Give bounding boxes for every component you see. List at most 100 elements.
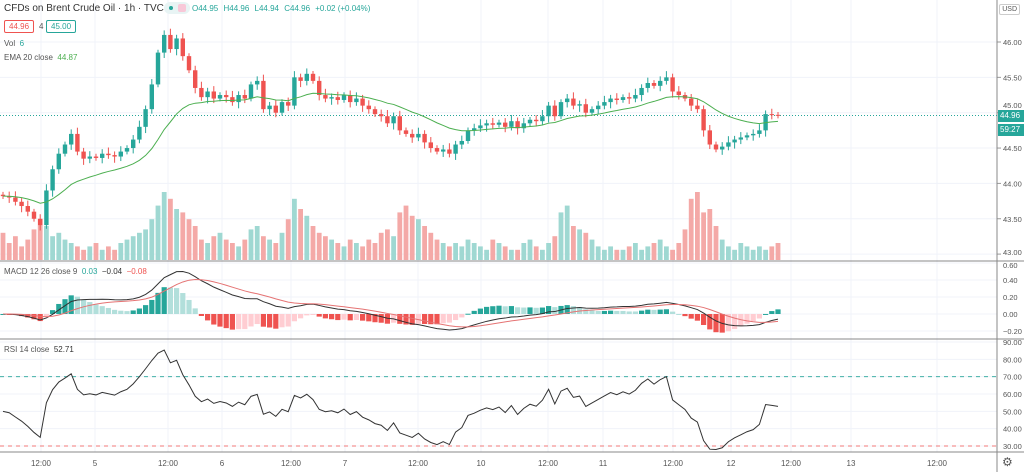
candle-body bbox=[670, 77, 675, 92]
macd-histogram-bar bbox=[577, 307, 583, 314]
macd-histogram-bar bbox=[74, 296, 80, 314]
macd-histogram-bar bbox=[366, 314, 372, 322]
volume-bar bbox=[316, 232, 322, 260]
volume-bar bbox=[527, 239, 533, 260]
candle-body bbox=[149, 84, 154, 110]
time-tick-label: 12:00 bbox=[408, 459, 429, 468]
candle-body bbox=[645, 83, 650, 88]
candle-body bbox=[0, 194, 6, 197]
volume-bar bbox=[564, 205, 570, 260]
candle-body bbox=[255, 80, 260, 85]
price-tick-label: 44.50 bbox=[1003, 144, 1022, 153]
volume-bar bbox=[354, 243, 359, 260]
candle-body bbox=[571, 98, 576, 106]
candle-body bbox=[19, 201, 24, 207]
volume-bar bbox=[695, 192, 700, 260]
volume-bar bbox=[744, 246, 750, 260]
candle-body bbox=[478, 125, 483, 129]
macd-signal-line bbox=[2, 279, 779, 328]
volume-bar bbox=[688, 198, 694, 260]
macd-histogram-bar bbox=[56, 303, 62, 314]
candle-body bbox=[422, 133, 427, 143]
rsi-legend[interactable]: RSI 14 close 52.71 bbox=[4, 345, 74, 354]
candle-body bbox=[143, 109, 148, 127]
macd-histogram-bar bbox=[236, 314, 242, 330]
time-tick-label: 12:00 bbox=[281, 459, 302, 468]
volume-bar bbox=[261, 236, 266, 260]
candle-body bbox=[323, 95, 328, 99]
open-value: O44.95 bbox=[192, 4, 219, 13]
volume-bar bbox=[434, 239, 440, 260]
volume-bar bbox=[577, 229, 582, 260]
macd-histogram-bar bbox=[422, 314, 428, 324]
candle-body bbox=[13, 197, 18, 202]
volume-bar bbox=[323, 236, 328, 260]
settings-gear-icon[interactable]: ⚙ bbox=[1002, 455, 1013, 469]
rsi-value: 52.71 bbox=[53, 345, 74, 354]
macd-histogram-bar bbox=[285, 314, 291, 327]
candle-body bbox=[416, 133, 421, 138]
candle-body bbox=[87, 156, 92, 159]
volume-bar bbox=[347, 239, 353, 260]
buy-button[interactable]: 45.00 bbox=[46, 20, 77, 33]
volume-bar bbox=[37, 219, 43, 260]
macd-histogram-bar bbox=[118, 310, 124, 314]
candle-body bbox=[56, 153, 61, 170]
candle-body bbox=[447, 149, 452, 154]
macd-histogram-bar bbox=[254, 314, 260, 325]
volume-bar bbox=[471, 243, 477, 260]
market-status-icon bbox=[164, 2, 190, 14]
rsi-tick-label: 30.00 bbox=[1003, 442, 1022, 451]
candle-body bbox=[775, 114, 781, 116]
macd-histogram-bar bbox=[688, 314, 694, 319]
macd-histogram-bar bbox=[645, 309, 651, 314]
macd-histogram-bar bbox=[353, 314, 359, 320]
candle-body bbox=[81, 151, 86, 159]
volume-bar bbox=[81, 249, 86, 260]
candle-body bbox=[676, 91, 681, 96]
volume-bar bbox=[484, 249, 489, 260]
volume-legend[interactable]: Vol 6 bbox=[4, 39, 24, 48]
volume-bar bbox=[62, 239, 68, 260]
macd-histogram-bar bbox=[465, 313, 471, 315]
macd-histogram-bar bbox=[68, 295, 74, 314]
low-value: L44.94 bbox=[254, 4, 279, 13]
sell-button[interactable]: 44.96 bbox=[4, 20, 35, 33]
macd-histogram-bar bbox=[316, 314, 322, 317]
ema-legend[interactable]: EMA 20 close 44.87 bbox=[4, 53, 77, 62]
volume-bar bbox=[682, 229, 688, 260]
macd-histogram-bar bbox=[341, 314, 347, 320]
time-tick-label: 12:00 bbox=[538, 459, 559, 468]
candle-body bbox=[577, 104, 582, 106]
macd-histogram-bar bbox=[701, 314, 707, 325]
volume-bar bbox=[385, 229, 390, 260]
volume-bar bbox=[478, 246, 483, 260]
candle-body bbox=[69, 133, 74, 145]
symbol-title[interactable]: CFDs on Brent Crude Oil · 1h · TVC bbox=[4, 3, 164, 14]
macd-histogram-bar bbox=[769, 311, 775, 314]
macd-legend[interactable]: MACD 12 26 close 9 0.03 −0.04 −0.08 bbox=[4, 267, 147, 276]
candle-body bbox=[372, 109, 378, 115]
macd-histogram-bar bbox=[174, 288, 180, 314]
volume-bar bbox=[614, 249, 620, 260]
macd-histogram-bar bbox=[428, 314, 434, 325]
volume-bar bbox=[298, 209, 303, 260]
macd-histogram-bar bbox=[223, 314, 229, 329]
macd-histogram-bar bbox=[620, 310, 626, 314]
candle-body bbox=[391, 116, 396, 124]
volume-bar bbox=[502, 246, 508, 260]
volume-bar bbox=[558, 212, 564, 260]
candle-body bbox=[75, 133, 80, 152]
currency-label[interactable]: USD bbox=[999, 4, 1020, 15]
volume-bar bbox=[149, 219, 155, 260]
candle-body bbox=[193, 70, 198, 88]
macd-histogram-bar bbox=[136, 308, 142, 314]
candle-body bbox=[627, 97, 632, 99]
volume-bar bbox=[713, 226, 719, 260]
macd-histogram-bar bbox=[539, 307, 545, 314]
candle-body bbox=[596, 105, 601, 110]
macd-histogram-bar bbox=[676, 313, 682, 315]
volume-bar bbox=[93, 243, 99, 260]
volume-bar bbox=[223, 239, 229, 260]
